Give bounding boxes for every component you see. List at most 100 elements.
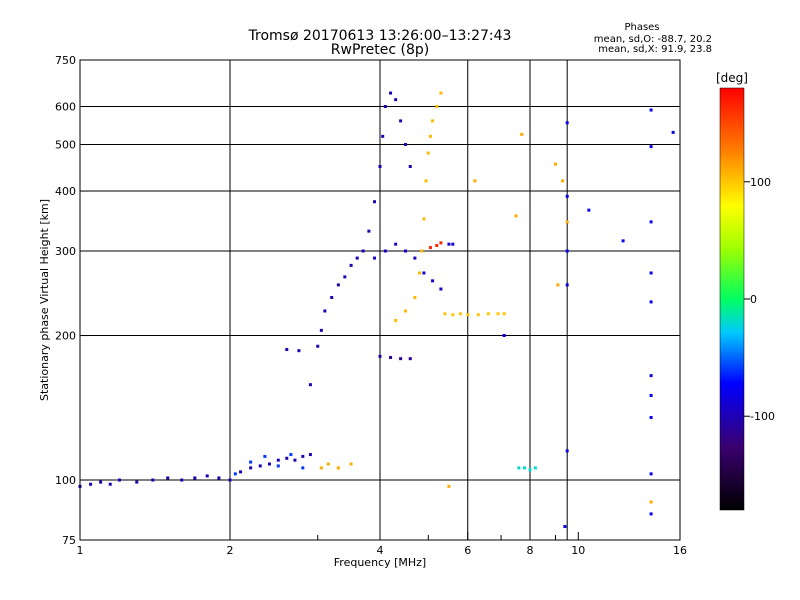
data-point xyxy=(514,214,518,218)
data-point xyxy=(451,242,455,246)
y-tick-label: 400 xyxy=(55,185,76,198)
data-point xyxy=(381,134,385,138)
data-point xyxy=(587,208,591,212)
data-point xyxy=(649,220,653,224)
data-point xyxy=(417,271,421,275)
data-point xyxy=(553,162,557,166)
data-point xyxy=(671,130,675,134)
data-point xyxy=(383,105,387,109)
data-point xyxy=(458,312,462,316)
data-point xyxy=(258,464,262,468)
data-point xyxy=(330,296,334,300)
data-point xyxy=(378,354,382,358)
data-point xyxy=(431,279,435,283)
data-point xyxy=(301,454,305,458)
data-point xyxy=(439,287,443,291)
data-point xyxy=(424,179,428,183)
data-point xyxy=(528,468,532,472)
data-point xyxy=(408,164,412,168)
data-point xyxy=(108,482,112,486)
data-point xyxy=(565,249,569,253)
data-point xyxy=(373,200,377,204)
data-point xyxy=(319,328,323,332)
data-point xyxy=(301,466,305,470)
data-point xyxy=(389,355,393,359)
chart-subtitle: RwPretec (8p) xyxy=(331,42,429,58)
data-point xyxy=(447,484,451,488)
data-point xyxy=(285,348,289,352)
x-tick-label: 6 xyxy=(464,544,471,557)
data-point xyxy=(205,474,209,478)
data-point xyxy=(336,283,340,287)
data-point xyxy=(426,151,430,155)
x-tick-label: 4 xyxy=(377,544,384,557)
data-point xyxy=(378,164,382,168)
x-tick-label: 1 xyxy=(77,544,84,557)
data-point xyxy=(413,296,417,300)
data-point xyxy=(276,458,280,462)
data-point xyxy=(556,283,560,287)
data-point xyxy=(180,478,184,482)
y-tick-label: 750 xyxy=(55,54,76,67)
data-point xyxy=(316,344,320,348)
data-point xyxy=(394,242,398,246)
data-point xyxy=(422,217,426,221)
x-tick-label: 2 xyxy=(227,544,234,557)
data-point xyxy=(297,349,301,353)
data-point xyxy=(428,246,432,250)
stats-line-x: mean, sd,X: 91.9, 23.8 xyxy=(598,44,712,55)
data-point xyxy=(649,512,653,516)
data-point xyxy=(403,309,407,313)
data-point xyxy=(565,121,569,125)
data-point xyxy=(443,312,447,316)
data-point xyxy=(336,466,340,470)
data-point xyxy=(520,132,524,136)
data-point xyxy=(349,462,353,466)
data-point xyxy=(422,271,426,275)
data-point xyxy=(565,449,569,453)
data-point xyxy=(289,453,293,457)
data-point xyxy=(373,256,377,260)
data-point xyxy=(447,242,451,246)
data-point xyxy=(349,263,353,267)
data-point xyxy=(166,476,170,480)
y-tick-label: 500 xyxy=(55,139,76,152)
data-point xyxy=(649,415,653,419)
data-point xyxy=(431,119,435,123)
data-point xyxy=(533,466,537,470)
colorbar-tick-label: 0 xyxy=(750,293,757,306)
data-point xyxy=(89,482,93,486)
colorbar-tick-label: 100 xyxy=(750,176,771,189)
y-tick-label: 75 xyxy=(62,534,76,547)
data-point xyxy=(249,466,253,470)
data-point xyxy=(239,470,243,474)
data-point xyxy=(435,105,439,109)
grid xyxy=(80,60,680,540)
x-axis-label: Frequency [MHz] xyxy=(334,556,426,569)
data-point xyxy=(394,98,398,102)
data-point xyxy=(451,313,455,317)
colorbar-tick-label: -100 xyxy=(750,410,775,423)
colorbar-label: [deg] xyxy=(716,71,748,85)
y-tick-label: 100 xyxy=(55,474,76,487)
data-point xyxy=(117,478,121,482)
data-point xyxy=(319,466,323,470)
data-point xyxy=(649,374,653,378)
data-point xyxy=(621,239,625,243)
data-point xyxy=(233,472,237,476)
data-point xyxy=(428,134,432,138)
data-point xyxy=(343,275,347,279)
data-point xyxy=(408,357,412,361)
data-point xyxy=(276,464,280,468)
data-point xyxy=(517,466,521,470)
data-point xyxy=(649,108,653,112)
y-tick-label: 600 xyxy=(55,101,76,114)
data-point xyxy=(263,454,267,458)
data-point xyxy=(403,143,407,147)
data-point xyxy=(502,334,506,338)
data-point xyxy=(565,283,569,287)
data-point xyxy=(326,462,330,466)
data-point xyxy=(649,300,653,304)
data-point xyxy=(649,472,653,476)
